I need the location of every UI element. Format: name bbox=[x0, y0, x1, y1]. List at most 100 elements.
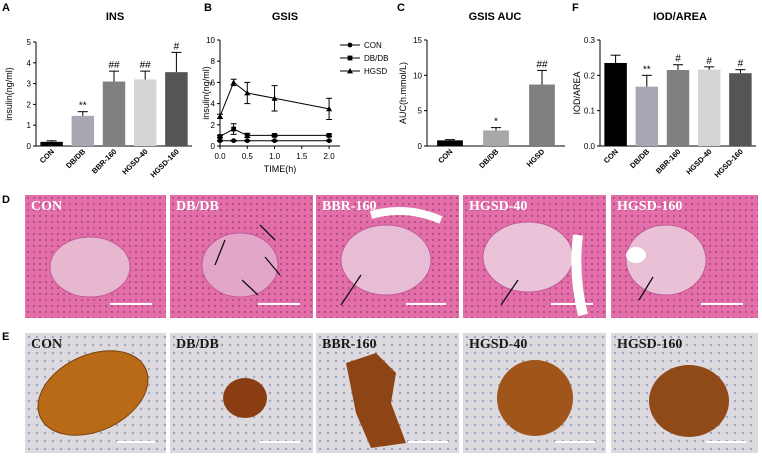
x-tick-label: 2.0 bbox=[324, 152, 336, 161]
data-point bbox=[231, 138, 237, 144]
y-tick-label: 5 bbox=[418, 107, 423, 116]
chart-gsis-auc: GSIS AUC AUC(h.mmol/L) 0 5 10 15 CON * DB/DB ## HG… bbox=[398, 11, 565, 171]
y-axis-label: insulin(ng/ml) bbox=[4, 67, 14, 121]
bar bbox=[40, 141, 63, 146]
y-tick-label: 6 bbox=[211, 78, 216, 87]
x-tick-label: 1.5 bbox=[296, 152, 308, 161]
significance-marker: * bbox=[494, 117, 498, 128]
significance-marker: # bbox=[675, 54, 681, 65]
x-tick-label: HGSD-40 bbox=[684, 147, 713, 176]
bar bbox=[71, 115, 95, 146]
y-tick-label: 5 bbox=[27, 38, 32, 47]
legend-label: CON bbox=[364, 41, 382, 50]
ihc-image-dbdb: DB/DB bbox=[170, 333, 313, 453]
y-tick-label: 3 bbox=[27, 80, 32, 89]
he-label-bbr160: BBR-160 bbox=[322, 199, 377, 214]
significance-marker: # bbox=[706, 56, 712, 67]
y-tick-label: 0.0 bbox=[584, 142, 596, 151]
chart-gsis: GSIS insulin(ng/ml) TIME(h) 0 2 4 6 8 10 0.0 0.5 1.… bbox=[201, 11, 388, 174]
y-tick-label: 4 bbox=[211, 100, 216, 109]
ihc-image-con: CON bbox=[25, 333, 166, 453]
data-point bbox=[244, 138, 250, 144]
x-tick-label: DB/DB bbox=[477, 147, 501, 171]
legend-marker bbox=[347, 68, 353, 74]
bar bbox=[697, 69, 721, 146]
y-tick-label: 0.1 bbox=[584, 107, 596, 116]
y-tick-label: 15 bbox=[413, 36, 422, 45]
x-tick-label: CON bbox=[602, 147, 620, 165]
y-tick-label: 0.3 bbox=[584, 36, 596, 45]
he-label-hgsd40: HGSD-40 bbox=[469, 199, 528, 214]
y-tick-label: 2 bbox=[211, 121, 216, 130]
legend-marker bbox=[347, 42, 353, 48]
chart-title: INS bbox=[106, 11, 124, 23]
he-image-dbdb: DB/DB bbox=[170, 195, 313, 318]
bar bbox=[437, 140, 463, 146]
y-tick-label: 10 bbox=[206, 36, 215, 45]
y-tick-label: 0.2 bbox=[584, 71, 596, 80]
significance-marker: ## bbox=[140, 60, 152, 71]
x-tick-label: 0.5 bbox=[242, 152, 254, 161]
chart-title: IOD/AREA bbox=[653, 11, 707, 23]
data-point bbox=[217, 138, 223, 144]
panel-label-a: A bbox=[2, 2, 10, 14]
ihc-label-hgsd160: HGSD-160 bbox=[617, 337, 683, 352]
x-tick-label: DB/DB bbox=[64, 147, 88, 171]
data-point bbox=[217, 113, 223, 119]
y-tick-label: 1 bbox=[27, 121, 32, 130]
x-tick-label: HGSD-40 bbox=[120, 147, 149, 176]
bar bbox=[604, 62, 627, 146]
ihc-image-hgsd40: HGSD-40 bbox=[463, 333, 606, 453]
data-point bbox=[326, 138, 332, 144]
significance-marker: # bbox=[738, 59, 744, 70]
bar bbox=[133, 79, 157, 146]
y-axis-label: IOD/AREA bbox=[572, 71, 582, 114]
ihc-label-con: CON bbox=[31, 337, 63, 352]
data-point bbox=[217, 134, 223, 139]
ihc-image-hgsd160: HGSD-160 bbox=[611, 333, 758, 453]
y-axis-label: AUC(h.mmol/L) bbox=[398, 62, 408, 124]
ihc-image-bbr160: BBR-160 bbox=[316, 333, 459, 453]
bar bbox=[483, 130, 509, 146]
y-tick-label: 4 bbox=[27, 59, 32, 68]
x-tick-label: HGSD-160 bbox=[713, 147, 745, 179]
panel-label-c: C bbox=[397, 2, 405, 14]
x-tick-label: HGSD bbox=[525, 147, 547, 169]
data-point bbox=[244, 133, 250, 138]
bar bbox=[165, 72, 188, 146]
he-image-hgsd40: HGSD-40 bbox=[463, 195, 606, 318]
x-tick-label: DB/DB bbox=[628, 147, 652, 171]
data-point bbox=[272, 133, 277, 138]
chart-iod-area: IOD/AREA IOD/AREA 0.0 0.1 0.2 0.3 CON ** DB/DB # B… bbox=[572, 11, 756, 179]
bar bbox=[729, 73, 752, 146]
panel-label-d: D bbox=[2, 194, 10, 206]
y-tick-label: 2 bbox=[27, 100, 32, 109]
ihc-label-dbdb: DB/DB bbox=[176, 337, 219, 352]
y-tick-label: 0 bbox=[418, 142, 423, 151]
data-point bbox=[230, 79, 237, 85]
legend-label: HGSD bbox=[364, 67, 387, 76]
panel-label-b: B bbox=[204, 2, 212, 14]
panel-label-e: E bbox=[2, 331, 10, 343]
x-tick-label: BBR-160 bbox=[654, 147, 682, 175]
ihc-label-bbr160: BBR-160 bbox=[322, 337, 377, 352]
he-label-hgsd160: HGSD-160 bbox=[617, 199, 683, 214]
x-tick-label: HGSD-160 bbox=[149, 147, 181, 179]
legend-marker bbox=[347, 55, 353, 61]
chart-title: GSIS AUC bbox=[469, 11, 522, 23]
data-point bbox=[244, 90, 251, 96]
significance-marker: ## bbox=[536, 59, 548, 70]
x-tick-label: 1.0 bbox=[269, 152, 281, 161]
bar bbox=[666, 70, 690, 146]
x-tick-label: CON bbox=[436, 147, 454, 165]
bar bbox=[529, 84, 555, 146]
data-point bbox=[326, 133, 332, 138]
ihc-label-hgsd40: HGSD-40 bbox=[469, 337, 528, 352]
legend-label: DB/DB bbox=[364, 54, 388, 63]
he-label-con: CON bbox=[31, 199, 63, 214]
significance-marker: ## bbox=[108, 60, 120, 71]
x-tick-label: 0.0 bbox=[214, 152, 226, 161]
significance-marker: ** bbox=[79, 101, 87, 112]
y-tick-label: 8 bbox=[211, 57, 216, 66]
bar bbox=[635, 86, 659, 146]
